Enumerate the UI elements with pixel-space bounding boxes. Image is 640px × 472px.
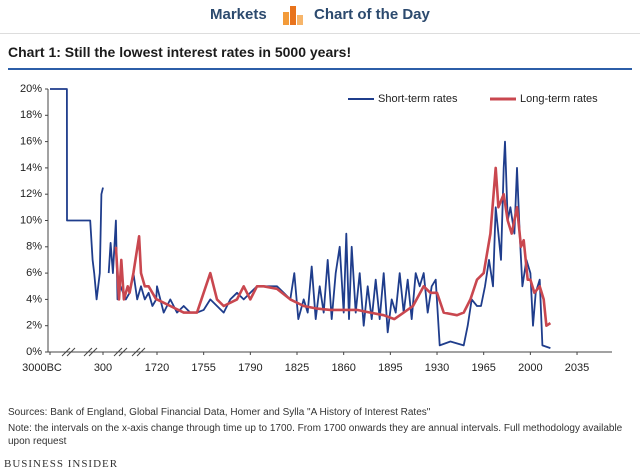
footer-note: Note: the intervals on the x-axis change… — [8, 423, 623, 447]
brand: BUSINESS INSIDER — [4, 458, 119, 470]
y-tick-label: 18% — [20, 109, 42, 121]
x-tick-label: 1755 — [191, 362, 215, 374]
y-tick-label: 8% — [26, 241, 42, 253]
y-tick-label: 6% — [26, 267, 42, 279]
header-icon — [283, 6, 303, 25]
x-tick-label: 300 — [94, 362, 112, 374]
x-tick-label: 1930 — [425, 362, 449, 374]
y-tick-label: 2% — [26, 320, 42, 332]
x-tick-label: 2000 — [518, 362, 542, 374]
chart: 0% 2% 4% 6% 8% 10% 12% 14% 16% 18% 20% 3000BC 300 172… — [20, 83, 612, 374]
x-tick-label: 1895 — [378, 362, 402, 374]
chart-title: Chart 1: Still the lowest interest rates… — [8, 44, 352, 60]
x-tick-label: 2035 — [565, 362, 589, 374]
footer-sources: Sources: Bank of England, Global Financi… — [8, 407, 431, 418]
y-tick-label: 20% — [20, 83, 42, 95]
header-left: Markets — [210, 6, 267, 23]
header-rule — [0, 33, 640, 34]
x-tick-label: 1720 — [145, 362, 169, 374]
header-right: Chart of the Day — [314, 6, 430, 23]
x-tick-label: 1965 — [471, 362, 495, 374]
x-tick-label: 1825 — [285, 362, 309, 374]
axis-breaks — [61, 347, 146, 357]
series-line — [50, 88, 551, 349]
legend-label: Long-term rates — [520, 93, 598, 105]
series-line — [114, 166, 552, 327]
y-tick-label: 16% — [20, 136, 42, 148]
x-tick-label: 1860 — [331, 362, 355, 374]
y-tick-label: 4% — [26, 293, 42, 305]
y-tick-label: 12% — [20, 188, 42, 200]
x-tick-label: 3000BC — [22, 362, 62, 374]
legend-label: Short-term rates — [378, 93, 458, 105]
y-tick-label: 14% — [20, 162, 42, 174]
y-tick-label: 10% — [20, 214, 42, 226]
x-tick-label: 1790 — [238, 362, 262, 374]
title-rule — [8, 68, 632, 70]
y-tick-label: 0% — [26, 346, 42, 358]
